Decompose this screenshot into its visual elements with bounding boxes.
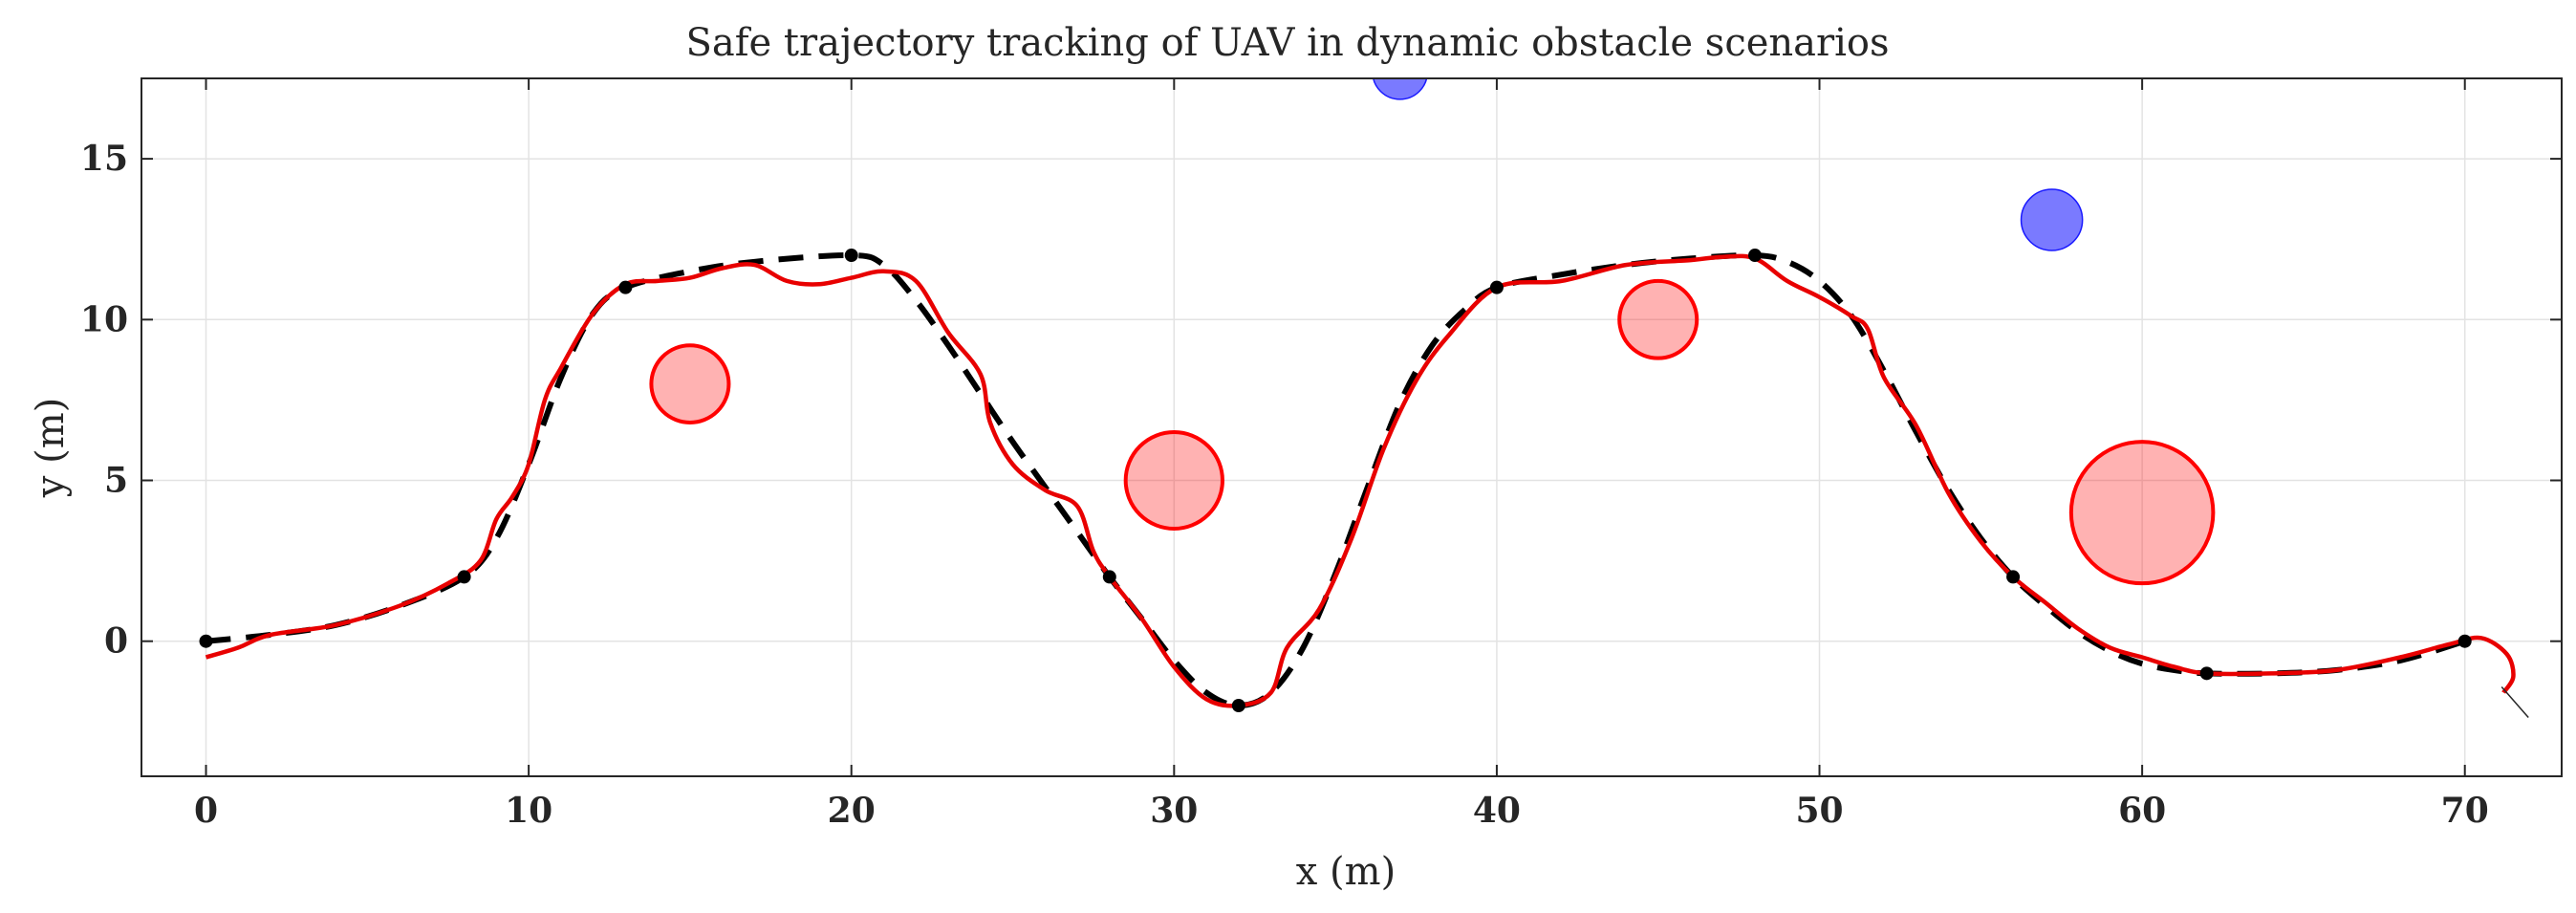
x-tick-label: 10	[505, 791, 552, 831]
y-tick-label: 5	[104, 461, 128, 501]
waypoint-marker	[1748, 249, 1762, 263]
y-tick-label: 0	[104, 621, 128, 662]
dynamic-obstacle	[1372, 78, 1428, 100]
y-tick-label: 15	[80, 139, 128, 179]
plot-frame	[141, 77, 2563, 777]
x-tick-label: 60	[2118, 791, 2166, 831]
waypoint-marker	[2006, 570, 2021, 584]
static-obstacle	[649, 343, 731, 424]
actual-trajectory	[205, 253, 2516, 708]
dynamic-obstacle	[2020, 188, 2084, 251]
waypoint-marker	[2199, 666, 2214, 681]
waypoint-marker	[844, 249, 858, 263]
axis-ticks: 0 10 20 30 40 50 60 70 0 5 10 15	[80, 78, 2562, 831]
plot-area	[199, 78, 2529, 719]
x-tick-label: 50	[1795, 791, 1843, 831]
x-tick-label: 30	[1150, 791, 1198, 831]
x-tick-label: 20	[828, 791, 876, 831]
x-axis-label: x (m)	[1296, 850, 1396, 894]
static-obstacle	[1123, 430, 1224, 531]
chart-title: Safe trajectory tracking of UAV in dynam…	[685, 21, 1889, 65]
x-tick-label: 70	[2441, 791, 2489, 831]
x-tick-label: 0	[194, 791, 218, 831]
waypoint-marker	[1231, 698, 1245, 712]
y-tick-label: 10	[80, 299, 128, 339]
x-tick-label: 40	[1473, 791, 1521, 831]
static-obstacle	[1617, 278, 1699, 360]
waypoint-marker	[1489, 280, 1504, 294]
waypoint-marker	[618, 280, 633, 294]
grid	[141, 78, 2562, 776]
end-marker	[2500, 686, 2529, 719]
waypoint-marker	[1102, 570, 1116, 584]
static-obstacle	[2068, 440, 2216, 586]
waypoint-marker	[457, 570, 471, 584]
y-axis-label: y (m)	[29, 398, 73, 498]
waypoint-marker	[199, 634, 213, 648]
waypoint-marker	[2457, 634, 2472, 648]
